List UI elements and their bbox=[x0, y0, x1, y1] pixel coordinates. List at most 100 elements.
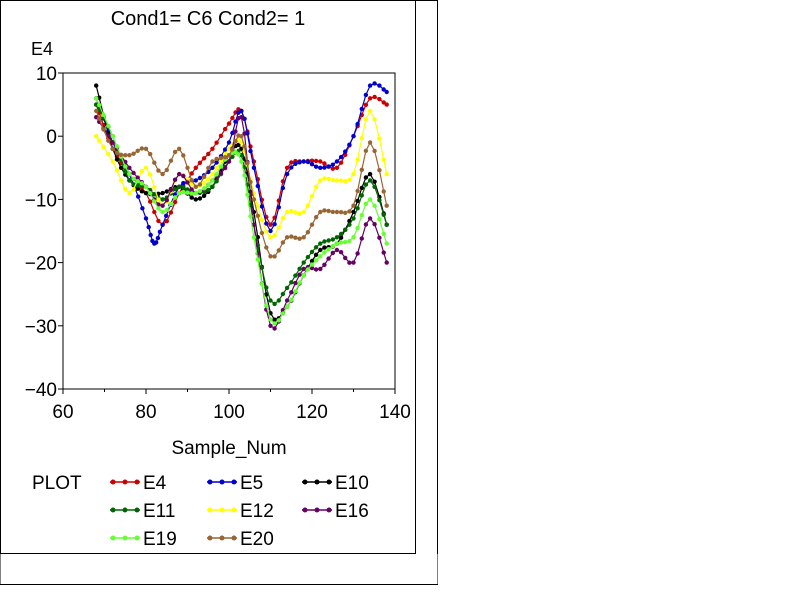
data-point bbox=[143, 146, 149, 151]
data-point bbox=[330, 166, 335, 171]
data-point bbox=[289, 290, 294, 295]
data-point bbox=[193, 178, 198, 183]
data-point bbox=[239, 159, 244, 164]
data-point bbox=[381, 212, 386, 217]
data-point bbox=[309, 162, 315, 167]
data-point bbox=[123, 186, 128, 192]
legend-title: PLOT bbox=[32, 473, 82, 494]
data-point bbox=[363, 175, 369, 180]
data-point bbox=[118, 165, 124, 170]
data-point bbox=[338, 231, 344, 237]
legend-marker bbox=[134, 507, 140, 513]
data-point bbox=[377, 217, 382, 222]
data-point bbox=[381, 157, 386, 162]
data-point bbox=[309, 222, 315, 227]
data-point bbox=[94, 96, 99, 101]
data-point bbox=[160, 171, 165, 177]
data-point bbox=[351, 216, 356, 221]
data-point bbox=[97, 116, 102, 121]
data-point bbox=[322, 262, 327, 267]
data-point bbox=[264, 229, 269, 234]
data-point bbox=[289, 160, 294, 165]
data-point bbox=[289, 234, 294, 239]
legend-marker bbox=[231, 507, 237, 513]
data-point bbox=[154, 240, 159, 245]
legend-label: E10 bbox=[335, 473, 369, 494]
data-point bbox=[168, 187, 174, 193]
data-point bbox=[343, 149, 348, 154]
data-point bbox=[297, 266, 302, 271]
data-point bbox=[94, 83, 99, 88]
data-point bbox=[259, 230, 265, 236]
data-point bbox=[305, 254, 311, 260]
data-point bbox=[248, 192, 253, 197]
y-tick-label: −20 bbox=[25, 254, 57, 275]
data-point bbox=[284, 165, 290, 170]
data-point bbox=[181, 189, 186, 195]
legend-marker bbox=[219, 507, 225, 513]
data-point bbox=[347, 238, 352, 244]
data-point bbox=[114, 157, 120, 162]
data-point bbox=[334, 209, 340, 215]
data-point bbox=[338, 210, 344, 215]
data-point bbox=[185, 187, 190, 192]
data-point bbox=[123, 164, 128, 169]
data-point bbox=[359, 185, 364, 191]
data-point bbox=[313, 267, 319, 272]
data-point bbox=[276, 318, 281, 323]
data-point bbox=[322, 239, 327, 244]
data-point bbox=[326, 256, 331, 261]
data-point bbox=[293, 273, 298, 278]
data-point bbox=[363, 102, 369, 108]
data-point bbox=[367, 178, 373, 183]
data-point bbox=[236, 142, 241, 148]
data-point bbox=[140, 206, 145, 211]
data-point bbox=[305, 267, 311, 272]
data-point bbox=[152, 192, 157, 197]
data-point bbox=[164, 207, 169, 213]
data-point bbox=[301, 159, 306, 164]
data-point bbox=[318, 178, 323, 183]
x-tick-label: 120 bbox=[296, 402, 328, 423]
data-point bbox=[214, 156, 219, 162]
data-point bbox=[313, 245, 319, 250]
data-point bbox=[233, 129, 238, 134]
data-point bbox=[326, 238, 331, 243]
data-point bbox=[322, 245, 327, 250]
data-point bbox=[97, 138, 102, 143]
data-point bbox=[181, 173, 186, 179]
legend-marker bbox=[207, 507, 213, 513]
data-point bbox=[338, 160, 344, 165]
data-point bbox=[236, 152, 241, 157]
legend-marker bbox=[134, 535, 140, 541]
data-point bbox=[160, 203, 165, 208]
data-point bbox=[367, 108, 373, 114]
data-point bbox=[363, 182, 369, 187]
data-point bbox=[131, 151, 136, 156]
legend-item-e11: E11 bbox=[110, 501, 175, 522]
legend-label: E16 bbox=[335, 501, 369, 522]
y-tick-label: 0 bbox=[46, 127, 57, 148]
data-point bbox=[135, 179, 140, 184]
data-point bbox=[143, 190, 149, 196]
data-point bbox=[343, 179, 348, 184]
data-point bbox=[127, 153, 132, 158]
data-point bbox=[367, 140, 373, 145]
legend-marker bbox=[314, 507, 320, 513]
data-point bbox=[359, 136, 364, 141]
data-point bbox=[372, 222, 377, 227]
x-tick-label: 100 bbox=[213, 402, 245, 423]
data-point bbox=[293, 235, 298, 240]
data-point bbox=[127, 171, 132, 177]
data-point bbox=[384, 203, 389, 208]
data-point bbox=[156, 206, 161, 211]
data-point bbox=[123, 153, 128, 158]
data-point bbox=[276, 225, 281, 230]
data-point bbox=[197, 188, 203, 194]
data-point bbox=[226, 146, 232, 151]
data-point bbox=[152, 185, 157, 190]
data-point bbox=[206, 176, 211, 181]
data-point bbox=[293, 161, 298, 166]
data-point bbox=[355, 251, 360, 256]
